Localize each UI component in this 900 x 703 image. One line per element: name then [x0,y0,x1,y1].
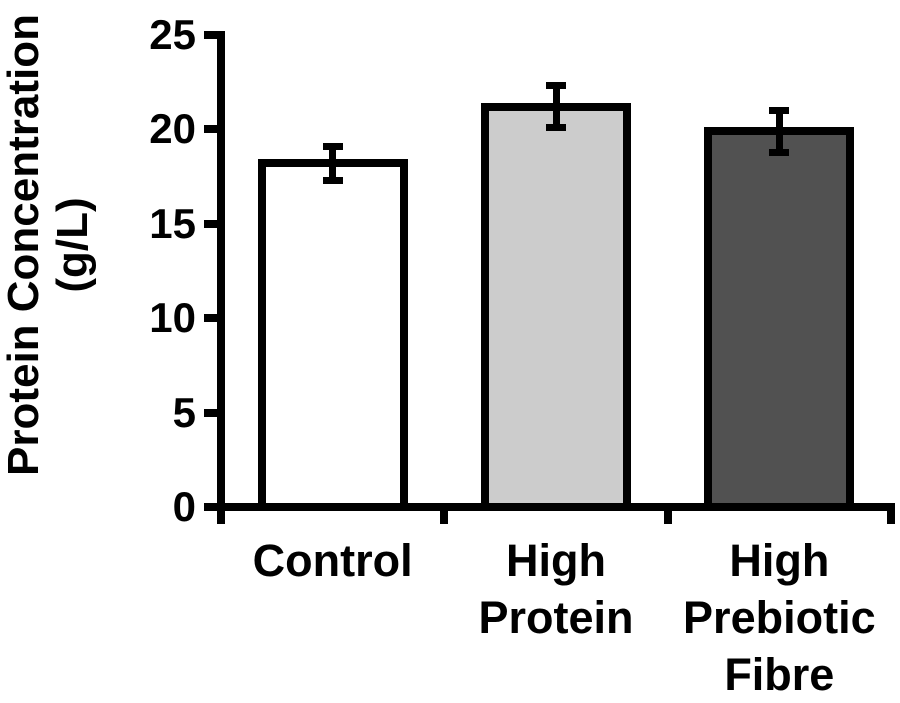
y-axis-tick [204,31,218,39]
y-axis-tick [204,219,218,228]
error-bar-cap-top [769,107,790,115]
x-category-label-control: Control [252,535,413,586]
y-tick-label: 25 [149,11,196,58]
error-bar-line [329,146,337,181]
bar-high-prebiotic-fibre [704,127,855,511]
error-bar-line [775,110,783,153]
y-axis-tick [204,408,218,417]
y-tick-label: 0 [172,483,196,530]
x-category-label-high-prebiotic-fibre: High Prebiotic Fibre [683,535,876,700]
y-axis-tick [204,314,218,323]
x-axis-tick [887,511,895,524]
y-tick-label: 5 [172,388,196,436]
x-axis-tick [663,511,672,524]
y-axis-tick [204,125,218,134]
error-bar-cap-top [546,82,566,90]
y-tick-label: 20 [149,105,196,153]
y-axis-tick [204,503,218,511]
x-axis-tick [440,511,449,524]
x-category-label-high-protein: High Protein [478,535,634,643]
error-bar-cap-bottom [546,124,566,131]
y-axis-title: Protein Concentration (g/L) [0,13,97,477]
error-bar-cap-top [322,142,343,150]
y-tick-label: 15 [149,199,196,247]
x-axis-tick [217,511,225,524]
y-tick-label: 10 [149,294,196,342]
error-bar-cap-bottom [769,148,790,156]
bar-control [257,159,408,511]
bar-high-protein [481,102,631,511]
error-bar-cap-bottom [322,176,343,184]
error-bar-line [552,85,560,128]
y-axis-line [217,31,225,523]
